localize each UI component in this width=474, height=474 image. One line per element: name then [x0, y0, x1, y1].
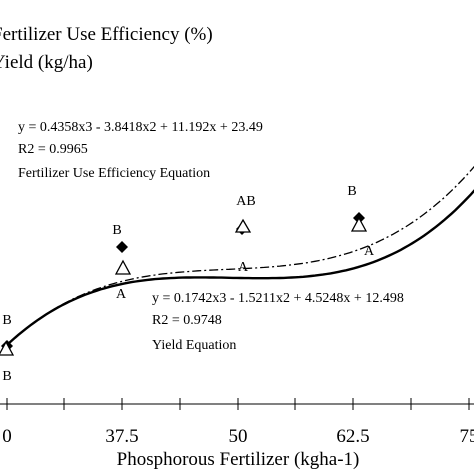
yield-letter-3: A [364, 244, 375, 259]
x-tick-label-3: 62.5 [336, 426, 369, 447]
yield-r2: R2 = 0.9748 [152, 313, 222, 328]
fue-equation: y = 0.4358x3 - 3.8418x2 + 11.192x + 23.4… [18, 120, 263, 135]
yield-marker-2 [234, 218, 252, 233]
x-axis-title: Phosphorous Fertilizer (kgha-1) [117, 449, 360, 470]
yield-letter-2: A [238, 260, 249, 275]
yield-marker-1 [114, 259, 132, 275]
fue-letter-0: B [2, 313, 11, 328]
yield-equation-label: Yield Equation [152, 338, 236, 353]
x-tick-label-2: 50 [229, 426, 248, 447]
yield-marker-0 [0, 340, 15, 356]
x-tick-label-4: 75 [460, 426, 474, 447]
legend-yield: Yield (kg/ha) [0, 52, 93, 73]
yield-letter-0: B [2, 369, 11, 384]
fue-marker-1 [116, 241, 128, 253]
legend-fue: Fertilizer Use Efficiency (%) [0, 24, 213, 45]
fue-curve [6, 189, 474, 346]
x-axis-ticks [6, 398, 470, 410]
fue-equation-label: Fertilizer Use Efficiency Equation [18, 166, 210, 181]
fue-r2: R2 = 0.9965 [18, 142, 88, 157]
yield-marker-3 [350, 216, 368, 232]
fue-letter-2: AB [236, 194, 255, 209]
yield-letter-1: A [116, 287, 127, 302]
yield-equation: y = 0.1742x3 - 1.5211x2 + 4.5248x + 12.4… [152, 291, 404, 306]
x-tick-label-0: 0 [2, 426, 12, 447]
fue-letter-1: B [112, 223, 121, 238]
x-tick-label-1: 37.5 [105, 426, 138, 447]
fue-letter-3: B [347, 184, 356, 199]
yield-curve [6, 165, 474, 346]
